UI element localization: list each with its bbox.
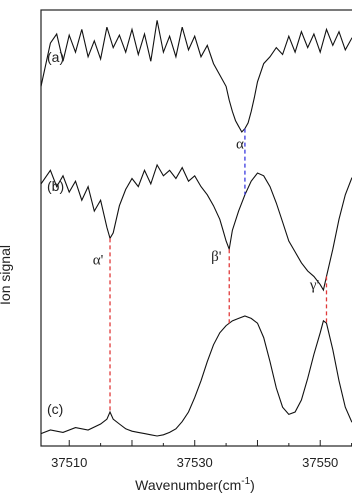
y-axis-label: Ion signal (0, 245, 13, 305)
annotation-label-1: α' (93, 252, 104, 268)
annotation-layer: α α' β' γ' (93, 128, 328, 412)
x-axis-label-close: ) (250, 477, 255, 493)
series-line-b (40, 163, 352, 292)
annotation-label-3: γ' (309, 277, 320, 293)
x-axis-label-main: Wavenumber(cm (135, 477, 241, 493)
series-line-c (40, 315, 352, 437)
series-layer: (a) (b) (c) (40, 20, 352, 437)
annotation-label-2: β' (211, 249, 222, 265)
x-tick-label-37530: 37530 (177, 455, 213, 470)
x-tick-label-37550: 37550 (302, 455, 338, 470)
x-tick-label-37510: 37510 (51, 455, 87, 470)
panel-label-b: (b) (47, 178, 64, 194)
annotation-label-0: α (236, 137, 244, 153)
x-axis-label-superscript: -1 (241, 476, 250, 487)
plot-frame (40, 9, 352, 447)
tick-layer: 37510 37530 37550 (51, 440, 352, 470)
panel-label-a: (a) (47, 49, 64, 65)
series-line-a (40, 20, 352, 133)
panel-label-c: (c) (47, 401, 63, 417)
x-axis-label: Wavenumber(cm-1) (135, 476, 255, 493)
